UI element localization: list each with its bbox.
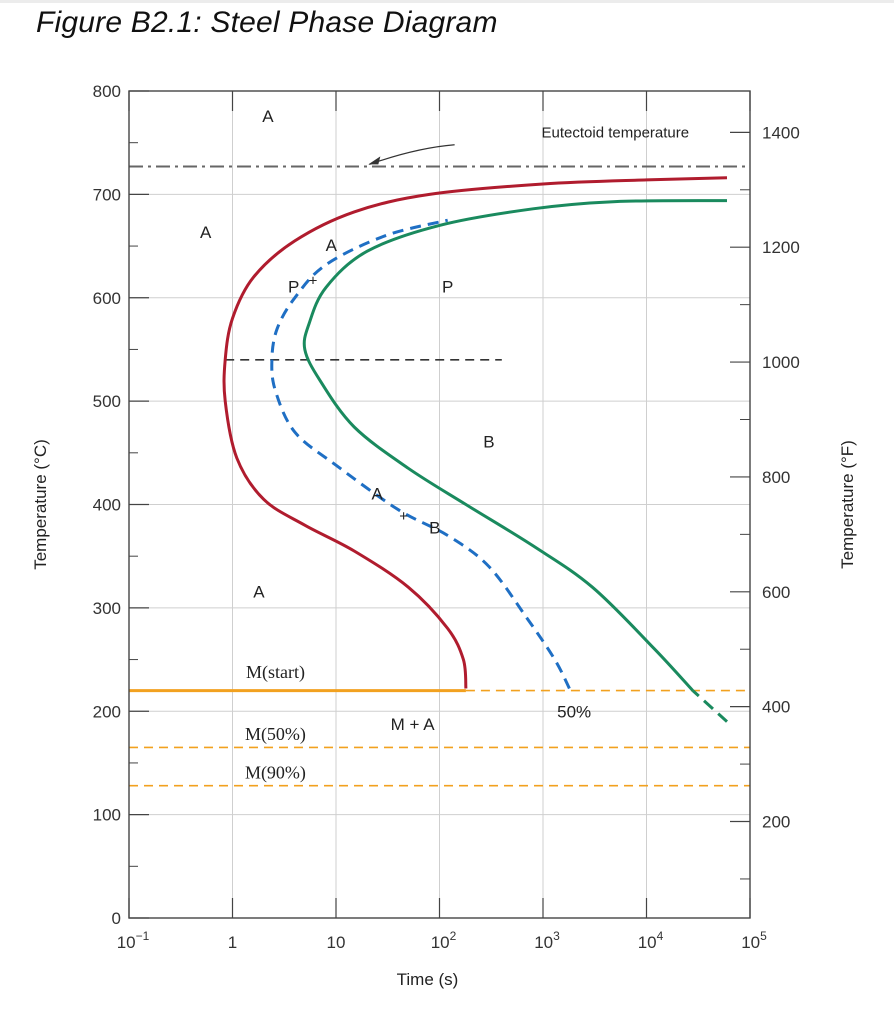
region-a-small: A: [326, 236, 338, 255]
y-tick-label: 400: [93, 496, 121, 515]
x-tick-label: 105: [741, 929, 767, 952]
y-tick-label-right: 200: [762, 813, 790, 832]
eutectoid-arrowhead: [368, 156, 381, 165]
y-tick-label-right: 1400: [762, 123, 800, 142]
region-a-mid: A: [372, 484, 384, 503]
fifty-percent-label: 50%: [557, 702, 591, 721]
transformation-end-curve: [302, 199, 728, 692]
y-tick-label: 0: [112, 909, 121, 928]
region-p: P: [442, 278, 453, 297]
x-tick-label: 104: [638, 929, 664, 952]
m-plus-a-label: M + A: [391, 715, 436, 734]
labels: Time (s) Temperature (°C) Temperature (°F)…: [31, 107, 857, 989]
y-tick-label: 100: [93, 806, 121, 825]
m-90-label: M(90%): [245, 762, 306, 783]
y-tick-label-right: 400: [762, 698, 790, 717]
x-tick-label: 10: [327, 933, 346, 952]
figure-title: Figure B2.1: Steel Phase Diagram: [36, 6, 498, 39]
y-tick-label-right: 1200: [762, 238, 800, 257]
x-tick-label: 102: [431, 929, 457, 952]
y-tick-label-right: 600: [762, 583, 790, 602]
y-axis-label: Temperature (°C): [31, 439, 50, 570]
y-tick-label: 800: [93, 82, 121, 101]
eutectoid-arrow: [369, 144, 455, 165]
transformation-end-curve-dashed: [691, 689, 729, 723]
region-p-small: P: [288, 278, 299, 297]
y-tick-label-right: 1000: [762, 353, 800, 372]
transformation-start-curve: [222, 176, 728, 689]
x-tick-label: 103: [534, 929, 560, 952]
y-tick-label-right: 800: [762, 468, 790, 487]
region-a-top: A: [262, 107, 274, 126]
x-axis-label: Time (s): [397, 970, 459, 989]
m-50-label: M(50%): [245, 724, 306, 745]
x-tick-label: 1: [228, 933, 237, 952]
fifty-percent-curve: [270, 218, 571, 690]
y-tick-label: 200: [93, 702, 121, 721]
grid-lines: [129, 91, 750, 918]
m-start-label: M(start): [246, 662, 305, 683]
plus-marker: +: [309, 272, 318, 289]
plus-marker: +: [399, 508, 408, 525]
top-divider: [0, 0, 894, 3]
y-tick-label: 600: [93, 289, 121, 308]
ticks: 10−1 1 10 102 103 104 105 0 100 200 300 400 500 600 70…: [93, 82, 800, 952]
region-a-lower: A: [253, 583, 265, 602]
region-b-small: B: [429, 518, 440, 537]
region-b: B: [483, 433, 494, 452]
y-tick-label: 500: [93, 392, 121, 411]
transformation-curves: [222, 176, 729, 723]
y-tick-label: 700: [93, 185, 121, 204]
region-a-left: A: [200, 223, 212, 242]
y-tick-label: 300: [93, 599, 121, 618]
y-axis-label-right: Temperature (°F): [838, 440, 857, 569]
x-tick-label: 10−1: [117, 929, 150, 952]
eutectoid-label: Eutectoid temperature: [542, 125, 690, 142]
